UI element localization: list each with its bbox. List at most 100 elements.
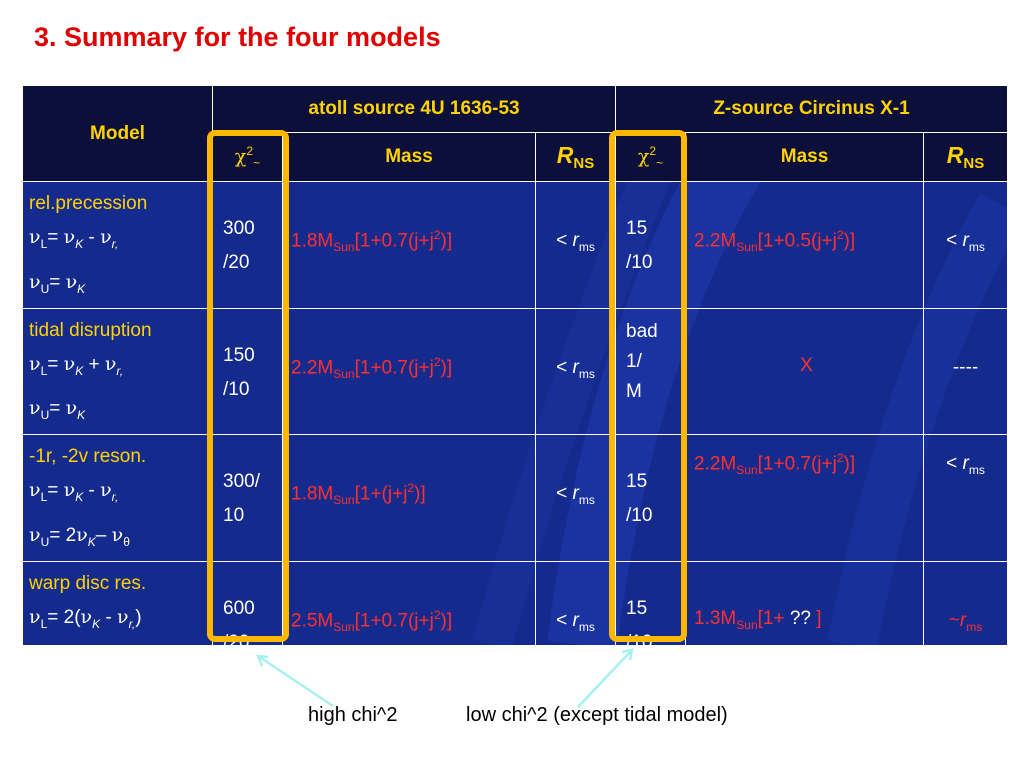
- mass-prefix: 2.2M: [694, 453, 737, 475]
- chi-value: 150: [223, 344, 255, 366]
- slide-title: 3. Summary for the four models: [34, 22, 441, 52]
- arrow-high-chi: [257, 654, 334, 708]
- chi-dof: /10: [626, 505, 653, 527]
- chi-sub: ~: [656, 156, 664, 171]
- rns-lt: <: [946, 230, 963, 251]
- eq-op: =: [47, 227, 64, 248]
- mass-unknown: ??: [789, 607, 811, 629]
- rns-z-cell: < rms: [923, 181, 1007, 309]
- table-row: rel.precession νL= νK - νr, νU= νK 300/2…: [22, 181, 1007, 309]
- rns-sub: ms: [578, 239, 595, 254]
- mass-prefix: 2.2M: [291, 356, 334, 378]
- rns-approx: ~: [948, 609, 960, 631]
- mass-prefix: 2.2M: [694, 230, 737, 252]
- chi-z-cell: bad 1/M: [615, 307, 687, 436]
- rns-atoll-cell: < rms: [534, 307, 617, 436]
- eq-sym: ν: [29, 270, 41, 293]
- header-model-label: Model: [90, 122, 145, 144]
- mass-atoll-cell: 2.2MSun[1+0.7(j+j2)]: [282, 307, 536, 436]
- chi-symbol: χ: [234, 145, 247, 168]
- chi-atoll-cell: 300/20: [212, 181, 283, 309]
- eq-sub: K: [92, 616, 101, 631]
- header-z-source: Z-source Circinus X-1: [615, 85, 1007, 133]
- equation-nu-u: νU= 2νK– νθ: [29, 516, 208, 560]
- rns-lt: <: [556, 609, 573, 631]
- rns-r: r: [962, 453, 969, 475]
- header-rns-atoll: RNS: [534, 132, 617, 182]
- equation-nu-l: νL= 2(νK - νr,): [29, 598, 208, 643]
- header-atoll-label: atoll source 4U 1636-53: [308, 98, 520, 119]
- rns-lt: <: [946, 453, 963, 475]
- header-mass-label: Mass: [385, 146, 433, 167]
- model-cell: warp disc res. νL= 2(νK - νr,) νU= 2νK– …: [22, 560, 213, 645]
- rns-z-cell: ----: [923, 307, 1007, 436]
- mass-sub: Sun: [333, 619, 355, 634]
- rns-sub: ms: [968, 239, 985, 254]
- eq-sub: U: [40, 534, 50, 549]
- chi-value: 600: [223, 597, 255, 619]
- eq-op: =: [47, 480, 64, 502]
- chi-atoll-cell: 150/10: [212, 307, 283, 436]
- model-name: warp disc res.: [29, 572, 147, 594]
- eq-sub: L: [40, 616, 48, 631]
- mass-expr: [1+0.5(j+j: [757, 230, 837, 252]
- header-mass-z: Mass: [685, 132, 925, 182]
- eq-sym: ν: [29, 605, 41, 628]
- eq-sym: ν: [100, 479, 112, 502]
- rns-atoll-cell: < rms: [534, 434, 617, 562]
- eq-sym: ν: [111, 523, 124, 546]
- eq-sub: K: [87, 534, 96, 549]
- eq-sub: K: [75, 236, 84, 251]
- chi-value: 15: [626, 471, 648, 493]
- eq-sub: r,: [116, 363, 124, 378]
- mass-expr: [1+0.7(j+j: [757, 453, 837, 475]
- eq-sub: r,: [111, 489, 119, 504]
- rns-lt: <: [556, 230, 573, 251]
- mass-z-cell: 1.3MSun[1+ ?? ]: [685, 560, 925, 645]
- rns-r: r: [959, 609, 967, 631]
- table-row: warp disc res. νL= 2(νK - νr,) νU= 2νK– …: [22, 560, 1007, 645]
- header-chi-z: χ2~: [615, 132, 687, 182]
- header-mass-atoll: Mass: [282, 132, 536, 182]
- header-chi-atoll: χ2~: [212, 132, 283, 182]
- equation-nu-l: νL= νK - νr,: [29, 218, 208, 263]
- equation-nu-l: νL= νK - νr,: [29, 471, 208, 516]
- equation-nu-u: νU= νK: [29, 263, 208, 307]
- mass-expr: [1+0.7(j+j: [354, 610, 434, 632]
- mass-close: )]: [414, 483, 426, 505]
- eq-sym: ν: [29, 226, 41, 248]
- eq-sym: ν: [65, 270, 78, 293]
- model-name: rel.precession: [29, 193, 148, 214]
- mass-expr: [1+0.7(j+j: [354, 356, 434, 378]
- chi-value: 15: [626, 218, 648, 239]
- chi-atoll-cell: 300/10: [212, 434, 283, 562]
- model-cell: tidal disruption νL= νK + νr, νU= νK: [22, 307, 213, 436]
- mass-close: )]: [843, 453, 856, 475]
- eq-op: =: [47, 353, 64, 375]
- arrow-low-chi: [577, 649, 633, 708]
- caption-high-chi: high chi^2: [308, 704, 398, 726]
- chi-atoll-cell: 600/20: [212, 560, 283, 645]
- rns-lt: <: [556, 356, 573, 378]
- eq-sym: ν: [29, 479, 41, 502]
- mass-prefix: 1.8M: [291, 230, 334, 252]
- rns-r: r: [572, 356, 579, 378]
- mass-sup: 2: [433, 607, 441, 622]
- mass-close: )]: [440, 610, 453, 632]
- model-cell: -1r, -2v reson. νL= νK - νr, νU= 2νK– νθ: [22, 434, 213, 562]
- eq-sub: L: [40, 363, 48, 378]
- mass-close: )]: [843, 230, 856, 252]
- chi-dof: /10: [626, 631, 653, 645]
- equation-nu-u: νU= 2νK– νr: [29, 643, 208, 645]
- mass-sub: Sun: [333, 240, 355, 255]
- chi-sup: 2: [649, 143, 657, 158]
- summary-table-panel: Model atoll source 4U 1636-53 Z-source C…: [22, 85, 1007, 645]
- mass-prefix: 2.5M: [291, 610, 334, 632]
- model-name: -1r, -2v reson.: [29, 446, 147, 468]
- arrow-head-high: [256, 654, 269, 667]
- r-symbol: R: [556, 142, 574, 169]
- eq-op: -: [83, 227, 101, 248]
- mass-sup: 2: [836, 451, 844, 466]
- eq-sym: ν: [29, 523, 41, 546]
- chi-sub: ~: [253, 156, 261, 171]
